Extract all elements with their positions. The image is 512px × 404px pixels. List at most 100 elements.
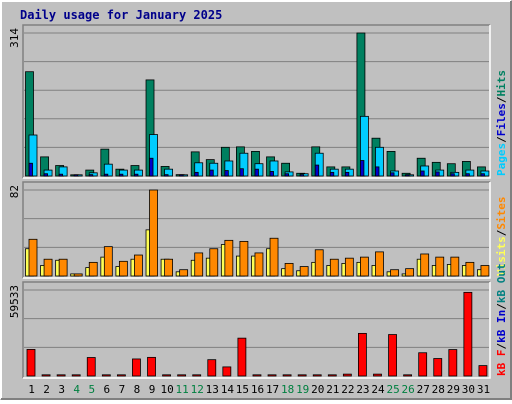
- bottom-legend-item-4: kB Out: [495, 263, 508, 303]
- top-legend-item-2: Files: [495, 103, 508, 136]
- kbf-bar-8: [132, 358, 141, 377]
- kbf-bar-6: [101, 374, 111, 377]
- day-label-7: 7: [119, 383, 126, 396]
- bottom-legend-item-1: /: [495, 343, 508, 350]
- pages-bar-10: [164, 174, 169, 177]
- kbf-bar-25: [388, 334, 397, 377]
- kbf-bar-4: [71, 374, 81, 377]
- top-legend: Pages/Files/Hits: [495, 70, 508, 176]
- day-label-11: 11: [176, 383, 189, 396]
- day-label-30: 30: [462, 383, 475, 396]
- pages-bar-27: [420, 170, 425, 177]
- kbf-bar-22: [342, 373, 352, 377]
- kbf-bar-10: [162, 374, 171, 377]
- sites-bar-11: [179, 269, 189, 277]
- day-label-5: 5: [88, 383, 95, 396]
- sites-bar-13: [209, 248, 219, 277]
- middle-legend-item-2: Sites: [495, 197, 508, 230]
- pages-bar-1: [28, 162, 33, 177]
- day-label-14: 14: [221, 383, 235, 396]
- sites-bar-5: [88, 261, 98, 277]
- kbf-bar-15: [237, 337, 247, 377]
- files-bar-20: [314, 152, 324, 177]
- sites-bar-4: [73, 273, 83, 277]
- top-legend-item-4: Hits: [495, 70, 508, 97]
- day-label-12: 12: [191, 383, 204, 396]
- sites-bar-18: [284, 263, 294, 277]
- sites-bar-16: [254, 252, 264, 277]
- sites-bar-2: [43, 258, 53, 277]
- day-label-10: 10: [160, 383, 173, 396]
- day-label-2: 2: [43, 383, 50, 396]
- sites-bar-31: [480, 265, 490, 277]
- top-panel-shadow: [22, 24, 490, 178]
- day-label-29: 29: [447, 383, 460, 396]
- chart-title: Daily usage for January 2025: [20, 8, 223, 22]
- middle-panel-shadow: [22, 181, 490, 278]
- kbf-bar-20: [312, 374, 322, 377]
- pages-bar-23: [360, 160, 365, 177]
- pages-bar-6: [103, 173, 109, 177]
- bottom-legend-item-0: kB F: [495, 350, 508, 377]
- bottom-panel-shadow: [22, 281, 490, 378]
- top-legend-item-3: /: [495, 96, 508, 103]
- pages-bar-31: [480, 173, 485, 177]
- pages-bar-3: [58, 173, 64, 177]
- sites-bar-9: [149, 189, 158, 277]
- kbf-bar-18: [282, 374, 292, 377]
- kbf-bar-26: [403, 374, 413, 377]
- bottom-legend-item-2: kB In: [495, 310, 508, 343]
- files-bar-14: [224, 160, 234, 177]
- top-legend-item-1: /: [495, 136, 508, 143]
- pages-bar-22: [344, 171, 350, 177]
- files-bar-15: [239, 152, 249, 177]
- pages-bar-12: [194, 171, 199, 177]
- day-label-24: 24: [371, 383, 385, 396]
- files-bar-24: [375, 146, 384, 177]
- sites-bar-22: [344, 257, 354, 277]
- day-label-19: 19: [296, 383, 309, 396]
- kbf-bar-24: [373, 373, 382, 377]
- sites-bar-29: [450, 256, 460, 277]
- day-label-6: 6: [104, 383, 111, 396]
- day-label-16: 16: [251, 383, 264, 396]
- pages-bar-8: [134, 173, 139, 177]
- sites-bar-21: [329, 258, 339, 277]
- middle-panel-highlight: [23, 182, 491, 279]
- pages-bar-5: [88, 174, 94, 177]
- sites-bar-12: [194, 252, 204, 277]
- files-bar-7: [118, 169, 128, 177]
- files-bar-30: [465, 169, 475, 177]
- day-label-26: 26: [402, 383, 415, 396]
- kbf-bar-12: [192, 374, 202, 377]
- day-label-25: 25: [386, 383, 399, 396]
- kbf-bar-29: [448, 349, 458, 377]
- kbf-bar-21: [327, 374, 337, 377]
- day-label-9: 9: [149, 383, 156, 396]
- kbf-bar-17: [267, 374, 277, 377]
- kbf-bar-1: [26, 349, 36, 377]
- pages-bar-14: [224, 170, 229, 177]
- day-label-23: 23: [356, 383, 369, 396]
- day-label-18: 18: [281, 383, 294, 396]
- kbf-bar-3: [56, 374, 66, 377]
- day-label-27: 27: [417, 383, 430, 396]
- kbf-bar-14: [222, 366, 232, 377]
- pages-bar-29: [450, 173, 455, 177]
- pages-bar-24: [375, 166, 380, 177]
- day-label-21: 21: [326, 383, 339, 396]
- sites-bar-14: [224, 239, 234, 277]
- files-bar-8: [134, 169, 143, 177]
- pages-bar-4: [73, 174, 79, 177]
- pages-bar-15: [239, 168, 244, 177]
- sites-bar-10: [164, 258, 173, 277]
- kbf-bar-23: [358, 332, 367, 377]
- pages-bar-9: [149, 157, 154, 177]
- sites-bar-23: [360, 256, 369, 277]
- sites-bar-26: [405, 268, 415, 277]
- kbf-bar-7: [116, 374, 126, 377]
- pages-bar-2: [43, 173, 48, 177]
